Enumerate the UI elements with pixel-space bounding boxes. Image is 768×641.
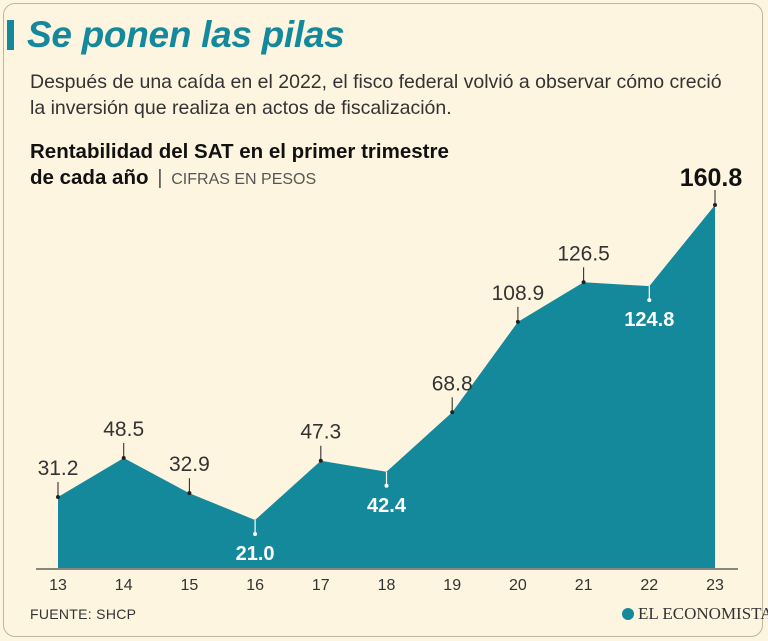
area-series	[58, 205, 715, 568]
data-point	[450, 410, 455, 415]
brand-name: EL ECONOMISTA	[638, 604, 768, 623]
data-point	[253, 531, 258, 536]
data-label: 160.8	[680, 164, 743, 192]
brand-logo: EL ECONOMISTA	[622, 604, 768, 624]
brand-logo-icon	[622, 608, 634, 620]
x-tick-label: 16	[246, 577, 264, 594]
data-label: 32.9	[169, 453, 210, 476]
data-point	[56, 495, 60, 499]
data-point	[713, 203, 717, 207]
chart-title-line2: de cada año	[30, 166, 149, 189]
x-tick-label: 14	[115, 577, 133, 594]
x-tick-label: 23	[706, 577, 724, 594]
data-point	[318, 458, 323, 463]
x-tick-label: 15	[181, 577, 199, 594]
chart-title-separator: |	[157, 166, 163, 189]
x-tick-label: 17	[312, 577, 330, 594]
chart-title-line1: Rentabilidad del SAT en el primer trimes…	[30, 140, 449, 163]
x-tick-label: 22	[640, 577, 658, 594]
data-label: 108.9	[492, 282, 545, 305]
source-note: FUENTE: SHCP	[30, 606, 137, 622]
data-label: 124.8	[624, 309, 674, 331]
data-label: 47.3	[300, 421, 341, 444]
card-frame	[3, 3, 763, 637]
data-point	[384, 483, 389, 488]
x-tick-label: 19	[443, 577, 461, 594]
page-subtitle: Después de una caída en el 2022, el fisc…	[30, 71, 722, 119]
data-point	[187, 491, 192, 496]
data-label: 31.2	[38, 457, 79, 480]
chart-unit-label: CIFRAS EN PESOS	[171, 171, 317, 188]
title-accent-bar	[7, 20, 14, 50]
x-tick-label: 13	[49, 577, 67, 594]
data-label: 42.4	[367, 495, 407, 517]
chart-title: Rentabilidad del SAT en el primer trimes…	[30, 139, 449, 193]
x-tick-label: 18	[378, 577, 396, 594]
x-tick-label: 20	[509, 577, 527, 594]
data-label: 21.0	[236, 543, 275, 565]
data-point	[515, 319, 520, 324]
data-label: 68.8	[432, 372, 473, 395]
data-point	[581, 280, 586, 285]
data-point	[121, 456, 126, 461]
data-point	[647, 298, 652, 303]
data-label: 48.5	[103, 418, 144, 441]
data-label: 126.5	[557, 242, 610, 265]
x-tick-label: 21	[575, 577, 593, 594]
page-title: Se ponen las pilas	[27, 14, 345, 55]
